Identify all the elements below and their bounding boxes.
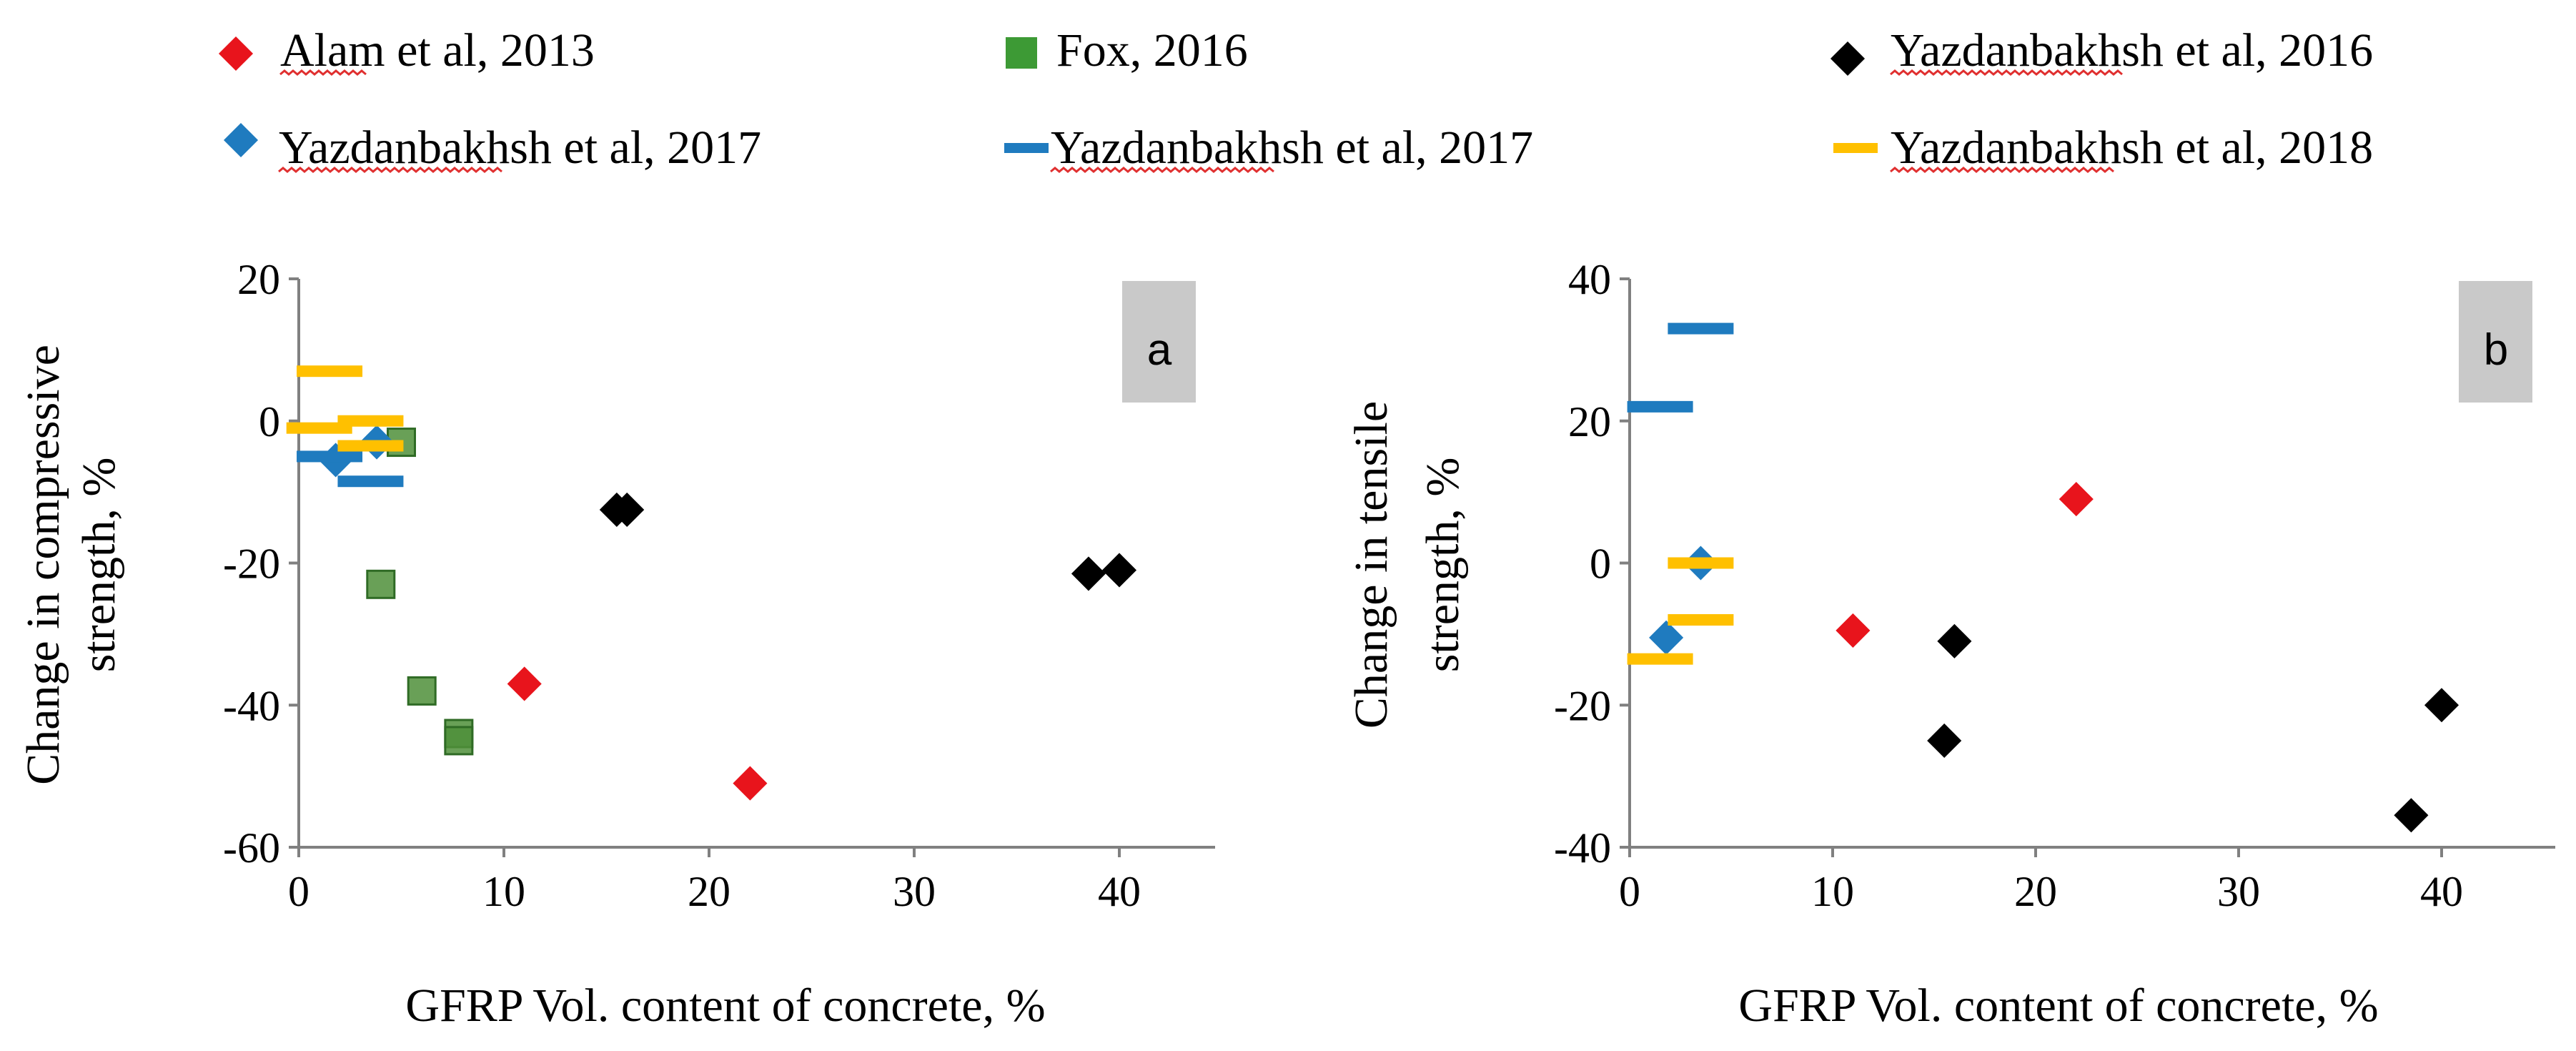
panel-b-y-tick-label: 40 — [1568, 256, 1611, 303]
panel-a-point-fox-square — [407, 676, 437, 706]
legend-label-yazdanbakhsh-2018: Yazdanbakhsh et al, 2018 — [1891, 122, 2373, 174]
panel-a-x-tick-label: 30 — [893, 868, 936, 915]
panel-a-point-fox-square — [444, 726, 474, 756]
legend-label-alam-2013: Alam et al, 2013 — [280, 24, 595, 77]
chart-panel-a: 20 0 -20 -40 -60 0 10 20 30 40 a Change in compr… — [17, 256, 1215, 1032]
panel-b-x-ticks: 0 10 20 30 40 — [1619, 847, 2463, 915]
panel-b-point-yazd2018-dash — [1668, 557, 1734, 569]
spellcheck-underline-yazdanbakhsh-2017-diamond — [278, 167, 502, 173]
legend-item-yazdanbakhsh-2017-diamond: Yazdanbakhsh et al, 2017 — [223, 122, 761, 174]
panel-a-y-axis-title-line1: Change in compressive — [17, 345, 69, 785]
legend-label-yazdanbakhsh-2017-diamond: Yazdanbakhsh et al, 2017 — [279, 122, 761, 174]
panel-a-x-axis-title: GFRP Vol. content of concrete, % — [405, 980, 1045, 1032]
panel-a-y-tick-label: 20 — [237, 256, 280, 303]
legend-label-yazdanbakhsh-2016: Yazdanbakhsh et al, 2016 — [1891, 24, 2373, 77]
chart-panel-b: 40 20 0 -20 -40 0 10 20 30 40 b Change in tensil… — [1345, 256, 2555, 1032]
legend-item-fox-2016: Fox, 2016 — [1006, 24, 1248, 77]
legend-item-yazdanbakhsh-2017-dash: Yazdanbakhsh et al, 2017 — [1004, 122, 1533, 174]
panel-b-y-tick-label: -40 — [1554, 824, 1611, 872]
panel-b-point-yazd2016-diamond — [2424, 688, 2459, 723]
panel-a-y-tick-label: -60 — [223, 824, 280, 872]
panel-b-x-tick-label: 30 — [2217, 868, 2260, 915]
panel-b-y-tick-label: 0 — [1590, 541, 1611, 588]
panel-a-point-yazd2018-dash — [286, 422, 352, 434]
panel-b-tag-box — [2459, 281, 2532, 403]
spellcheck-underline-yazdanbakhsh-2017-dash — [1050, 167, 1274, 173]
legend-marker-red-diamond — [218, 36, 254, 71]
panel-a-y-tick-label: -20 — [223, 541, 280, 588]
panel-b-point-yazd2017_dash-dash — [1627, 400, 1693, 413]
panel-a-point-yazd2016-diamond — [610, 492, 645, 528]
panel-a-point-yazd2017_dash-dash — [297, 450, 363, 463]
legend-marker-green-square — [1006, 37, 1037, 69]
panel-a-point-fox-square — [366, 569, 396, 599]
spellcheck-underline-alam — [279, 69, 367, 76]
panel-a-point-alam-diamond — [507, 666, 542, 701]
panel-b-point-yazd2018-dash — [1668, 614, 1734, 626]
panel-b-point-yazd2017_diamond-diamond — [1649, 620, 1684, 655]
panel-a-x-tick-label: 10 — [482, 868, 525, 915]
legend-marker-blue-diamond — [223, 122, 259, 158]
panel-b-y-axis-title-line2: strength, % — [1417, 458, 1469, 673]
panel-b-y-tick-label: 20 — [1568, 398, 1611, 445]
panel-b-y-ticks: 40 20 0 -20 -40 — [1554, 256, 1630, 872]
legend-marker-black-diamond — [1830, 41, 1866, 77]
panel-b-data-points — [1627, 322, 2459, 833]
panel-a-y-ticks: 20 0 -20 -40 -60 — [223, 256, 299, 872]
panel-b-x-axis-title: GFRP Vol. content of concrete, % — [1738, 980, 2378, 1032]
panel-a-y-axis-title-line2: strength, % — [73, 458, 125, 673]
panel-a-x-tick-label: 40 — [1098, 868, 1141, 915]
panel-a-data-points — [286, 365, 1137, 801]
legend-marker-blue-dash — [1004, 143, 1049, 153]
panel-b-x-tick-label: 10 — [1811, 868, 1854, 915]
legend-item-yazdanbakhsh-2016: Yazdanbakhsh et al, 2016 — [1830, 24, 2373, 77]
panel-b-x-tick-label: 40 — [2420, 868, 2463, 915]
panel-a-x-ticks: 0 10 20 30 40 — [288, 847, 1141, 915]
legend-item-alam-2013: Alam et al, 2013 — [218, 24, 595, 77]
legend-label-yazdanbakhsh-2017-dash: Yazdanbakhsh et al, 2017 — [1051, 122, 1533, 174]
panel-b-point-yazd2018-dash — [1627, 653, 1693, 665]
panel-b-y-tick-label: -20 — [1554, 682, 1611, 729]
panel-b-x-tick-label: 20 — [2014, 868, 2057, 915]
panel-a-tag-label: a — [1147, 325, 1172, 375]
legend-item-yazdanbakhsh-2018: Yazdanbakhsh et al, 2018 — [1833, 122, 2373, 174]
spellcheck-underline-yazdanbakhsh-2018 — [1890, 167, 2114, 173]
panel-a-y-tick-label: 0 — [259, 398, 280, 445]
spellcheck-underline-yazdanbakhsh-2016 — [1890, 69, 2123, 76]
legend: Alam et al, 2013 Fox, 2016 Yazdanbakhsh … — [218, 24, 2373, 174]
panel-b-point-yazd2016-diamond — [2394, 798, 2429, 833]
panel-b-point-alam-diamond — [1836, 613, 1871, 648]
panel-a-point-yazd2018-dash — [337, 415, 404, 427]
panel-b-point-yazd2017_dash-dash — [1668, 322, 1734, 335]
panel-a-point-yazd2017_dash-dash — [337, 475, 404, 488]
panel-b-point-alam-diamond — [2059, 482, 2094, 517]
panel-b-x-tick-label: 0 — [1619, 868, 1640, 915]
panel-b-point-yazd2016-diamond — [1937, 623, 1972, 658]
panel-a-point-yazd2018-dash — [297, 365, 363, 378]
legend-marker-yellow-dash — [1833, 143, 1878, 153]
panel-a-point-yazd2018-dash — [337, 440, 404, 452]
panel-a-tag-box — [1122, 281, 1196, 403]
panel-b-y-axis-title-line1: Change in tensile — [1345, 401, 1397, 729]
panel-b-point-yazd2016-diamond — [1927, 723, 1962, 758]
panel-a-x-tick-label: 0 — [288, 868, 309, 915]
legend-label-fox-2016: Fox, 2016 — [1056, 24, 1248, 77]
panel-a-y-tick-label: -40 — [223, 682, 280, 729]
panel-a-x-tick-label: 20 — [688, 868, 730, 915]
panel-b-tag-label: b — [2484, 325, 2508, 375]
